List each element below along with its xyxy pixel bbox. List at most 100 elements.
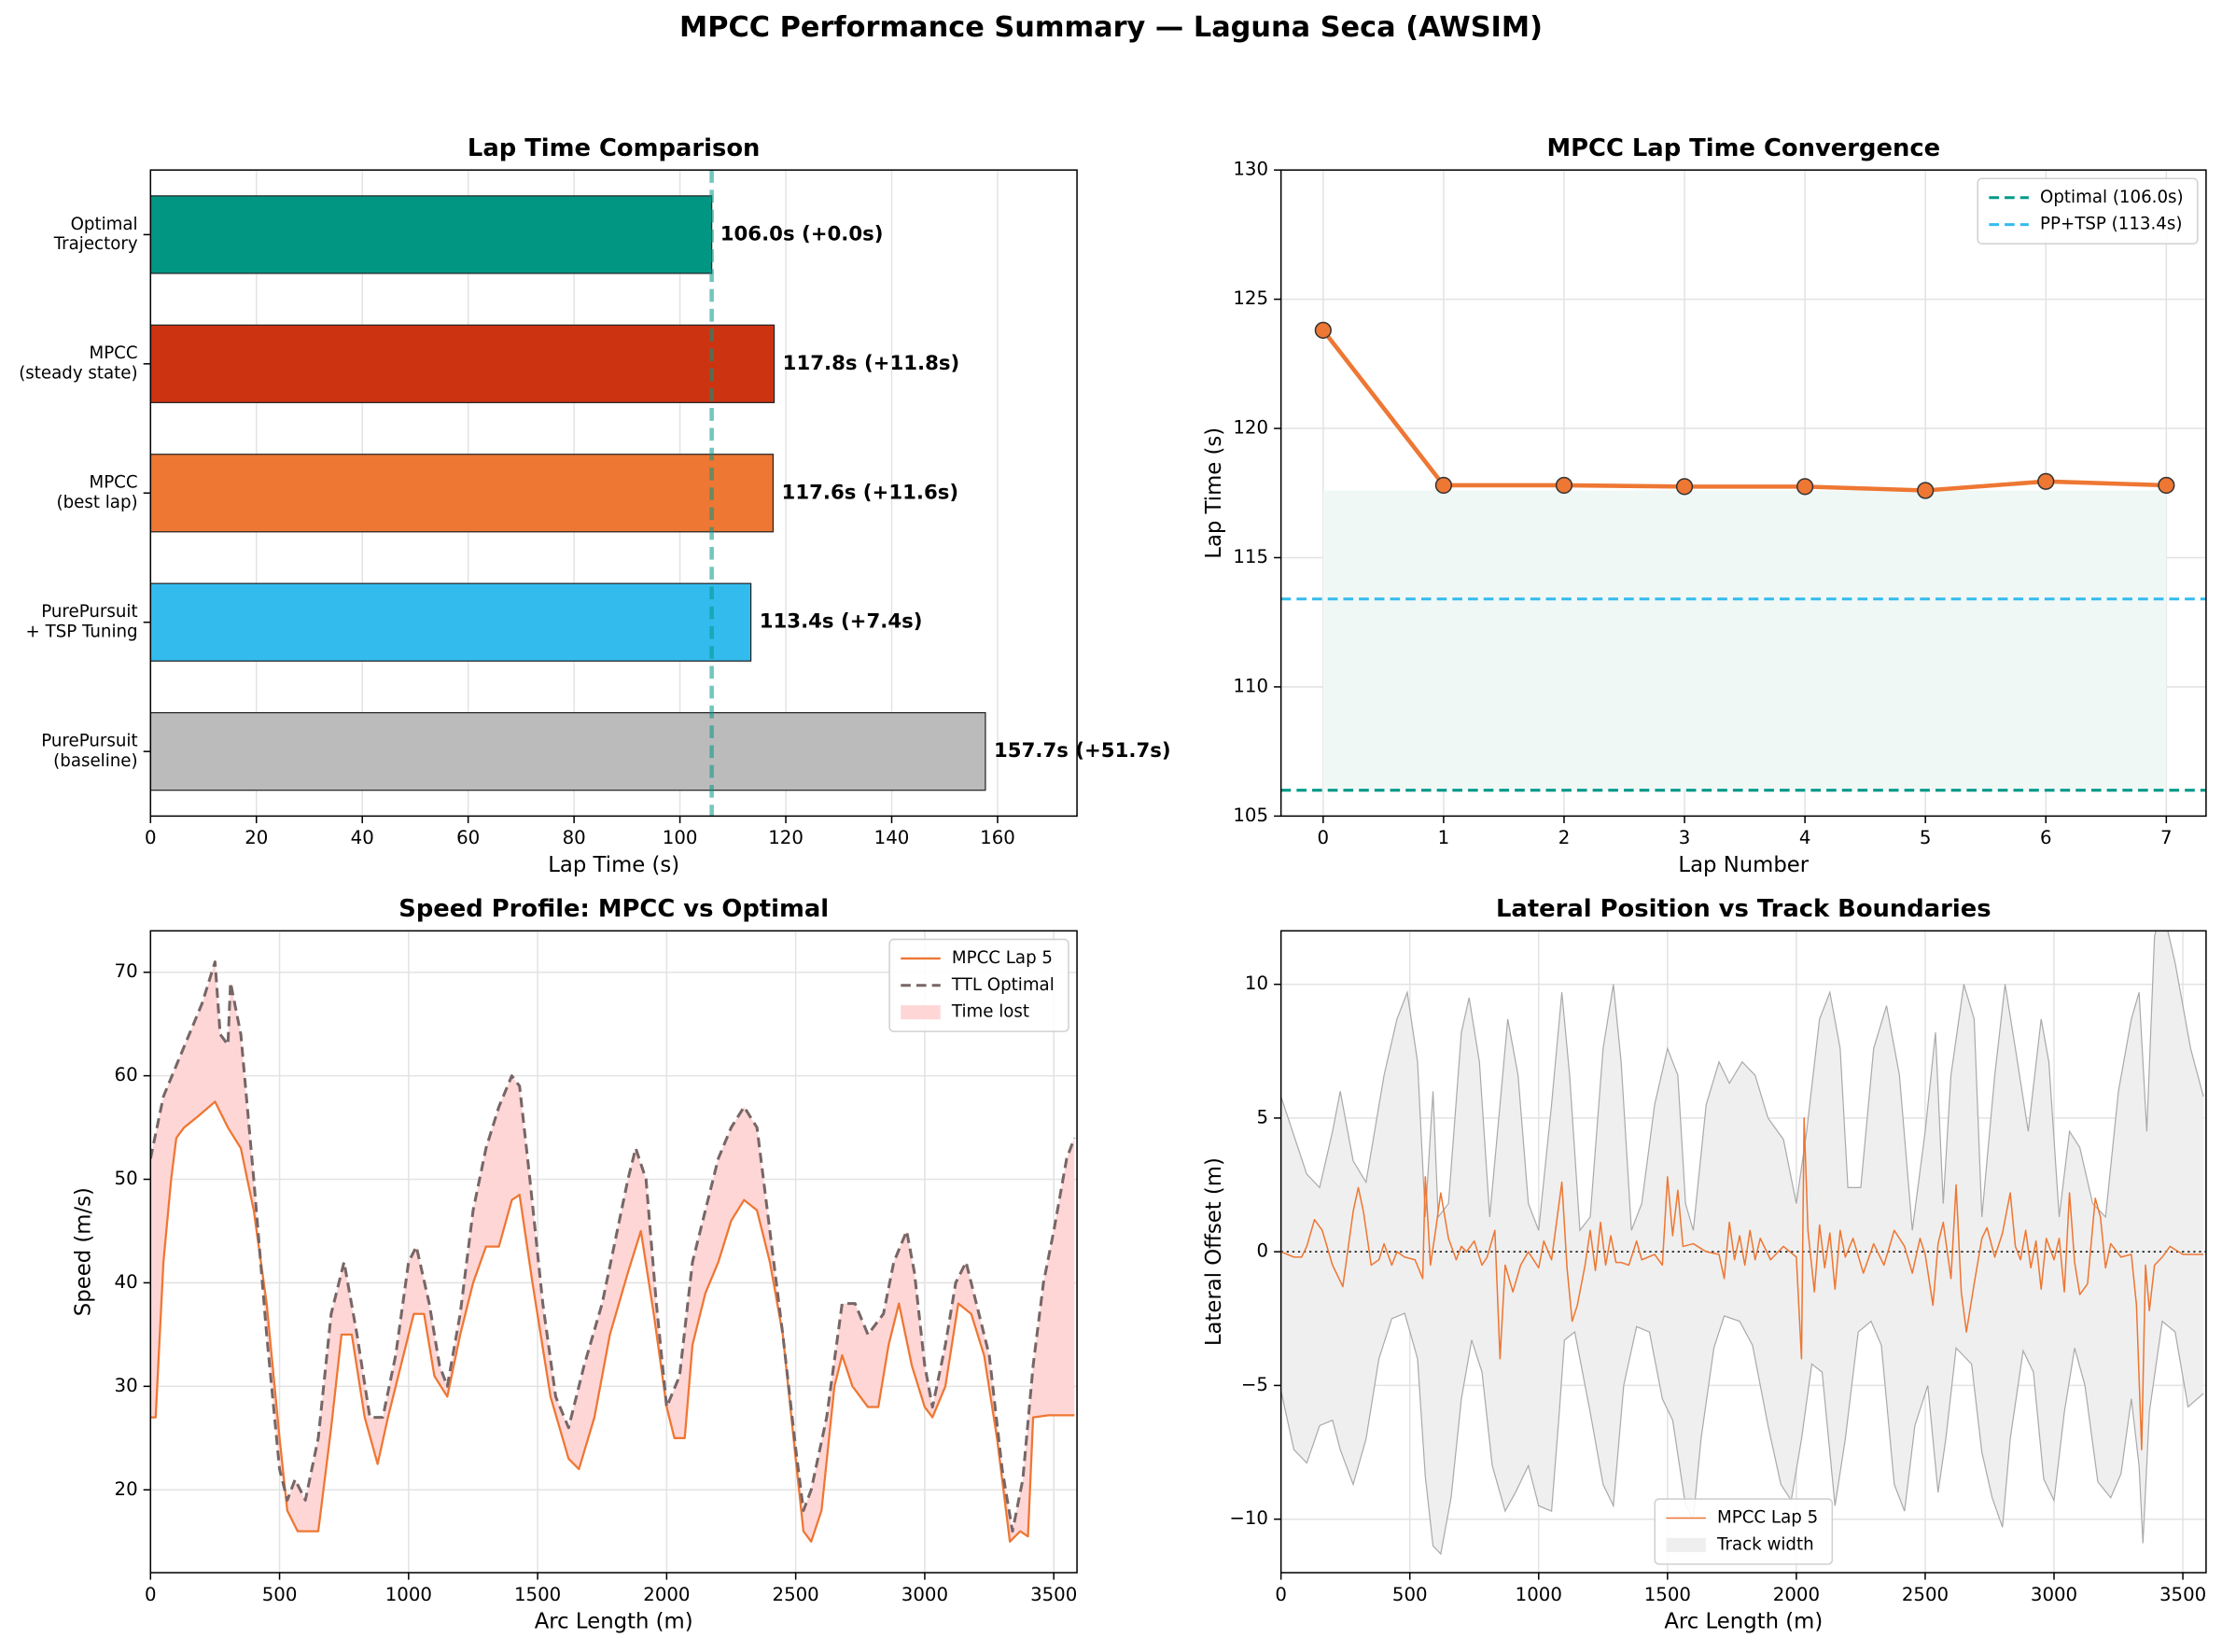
- x-tick-label: 0: [1318, 827, 1330, 848]
- y-tick-label: Trajectory: [53, 234, 138, 254]
- series-line: [150, 960, 1076, 1533]
- y-tick-label: 70: [115, 960, 138, 982]
- chart-title: Lap Time Comparison: [468, 134, 761, 162]
- value-label: 117.6s (+11.6s): [782, 481, 959, 504]
- x-tick-label: 500: [1392, 1584, 1428, 1605]
- series-line: [1321, 329, 2167, 493]
- x-tick-label: 2000: [643, 1584, 690, 1605]
- chart-title: MPCC Lap Time Convergence: [1546, 134, 1940, 162]
- y-tick-label: −5: [1241, 1374, 1268, 1395]
- legend: Optimal (106.0s) PP+TSP (113.4s): [1977, 177, 2199, 245]
- y-tick-label: 60: [115, 1064, 138, 1085]
- y-tick-label: + TSP Tuning: [26, 622, 138, 641]
- legend-box: [1977, 177, 2199, 245]
- x-tick-label: 1000: [1516, 1584, 1562, 1605]
- x-axis-label: Lap Number: [1678, 853, 1809, 877]
- x-tick-label: 0: [1275, 1584, 1287, 1605]
- axes-frame: [149, 930, 1078, 1574]
- x-axis-label: Arc Length (m): [535, 1610, 693, 1634]
- bar: [150, 712, 986, 791]
- y-axis-label: Lap Time (s): [1202, 427, 1226, 559]
- y-tick-label: PurePursuit: [41, 602, 137, 622]
- legend: MPCC Lap 5 TTL Optimal Time lost: [888, 938, 1069, 1032]
- x-tick-label: 0: [145, 827, 157, 848]
- point: [1314, 321, 1332, 339]
- panel: 105 110 115 120 125 130 0 1 2 3 4 5 6 7 MPCC Lap Time …: [1202, 134, 2207, 877]
- plot-area: [1280, 931, 2206, 1573]
- legend-label: Track width: [1716, 1534, 1814, 1554]
- x-tick-label: 7: [2160, 827, 2173, 848]
- series-line: [1280, 1117, 2204, 1450]
- x-axis-label: Arc Length (m): [1664, 1610, 1823, 1634]
- point: [1917, 482, 1935, 499]
- x-tick-label: 3000: [901, 1584, 948, 1605]
- x-tick-label: 0: [145, 1584, 157, 1605]
- bar: [150, 454, 775, 533]
- x-tick-label: 20: [245, 827, 268, 848]
- legend-label: Time lost: [951, 1002, 1029, 1022]
- y-tick-label: 105: [1233, 805, 1268, 826]
- x-tick-label: 80: [563, 827, 586, 848]
- y-tick-label: 115: [1233, 546, 1268, 567]
- y-tick-label: (baseline): [53, 751, 137, 771]
- x-tick-label: 100: [663, 827, 698, 848]
- y-tick-label: 130: [1233, 159, 1268, 180]
- x-tick-label: 160: [980, 827, 1015, 848]
- y-tick-label: 0: [1256, 1240, 1268, 1262]
- panel: 20 30 40 50 60 70 0 500 1000 1500 2000 2500 3000 3500…: [71, 895, 1078, 1634]
- x-tick-label: 4: [1799, 827, 1811, 848]
- x-tick-label: 1000: [385, 1584, 432, 1605]
- x-tick-label: 3000: [2031, 1584, 2077, 1605]
- x-tick-label: 500: [262, 1584, 298, 1605]
- legend-swatch: [901, 1005, 941, 1020]
- value-label: 106.0s (+0.0s): [720, 222, 884, 245]
- y-tick-label: 125: [1233, 287, 1268, 309]
- shaded-region: [1322, 490, 2167, 791]
- value-label: 113.4s (+7.4s): [760, 610, 923, 634]
- axes-frame: [1279, 930, 2207, 1574]
- legend-label: TTL Optimal: [951, 975, 1055, 995]
- x-tick-label: 2500: [773, 1584, 819, 1605]
- axes-frame: [149, 169, 1078, 818]
- y-axis-label: Speed (m/s): [71, 1187, 95, 1316]
- point: [1434, 476, 1453, 495]
- plot-area: [1280, 170, 2206, 817]
- figure-title: MPCC Performance Summary — Laguna Seca (…: [679, 11, 1543, 44]
- x-tick-label: 2500: [1902, 1584, 1949, 1605]
- point: [1675, 478, 1694, 496]
- bar: [150, 324, 776, 403]
- band-upper: [1280, 931, 2204, 1232]
- bar: [150, 582, 752, 662]
- value-label: 117.8s (+11.8s): [783, 352, 960, 375]
- x-tick-label: 3: [1679, 827, 1691, 848]
- x-tick-label: 1500: [514, 1584, 561, 1605]
- x-tick-label: 2000: [1773, 1584, 1820, 1605]
- x-tick-label: 2: [1558, 827, 1571, 848]
- y-tick-label: Optimal: [71, 215, 138, 234]
- y-tick-label: PurePursuit: [41, 732, 137, 751]
- panel: −10 −5 0 5 10 0 500 1000 1500 2000 2500 3000 3500 Lat…: [1202, 895, 2207, 1634]
- y-tick-label: 10: [1245, 973, 1268, 994]
- legend-label: PP+TSP (113.4s): [2040, 215, 2182, 234]
- legend-label: MPCC Lap 5: [952, 948, 1053, 968]
- y-tick-label: 20: [115, 1478, 138, 1500]
- plot-area: [150, 931, 1078, 1573]
- legend-label: MPCC Lap 5: [1717, 1508, 1818, 1528]
- y-tick-label: (steady state): [19, 363, 137, 383]
- y-tick-label: 30: [115, 1375, 138, 1396]
- x-tick-label: 40: [351, 827, 374, 848]
- point: [1796, 478, 1814, 496]
- band-lower: [1280, 1312, 2204, 1556]
- x-tick-label: 120: [768, 827, 804, 848]
- legend-label: Optimal (106.0s): [2040, 188, 2184, 207]
- y-tick-label: 110: [1233, 675, 1268, 696]
- point: [2037, 472, 2055, 490]
- band-fill: [1280, 931, 2204, 1554]
- point: [2158, 476, 2175, 495]
- bar: [150, 195, 713, 274]
- x-tick-label: 1: [1438, 827, 1450, 848]
- legend: MPCC Lap 5 Track width: [1654, 1498, 1834, 1565]
